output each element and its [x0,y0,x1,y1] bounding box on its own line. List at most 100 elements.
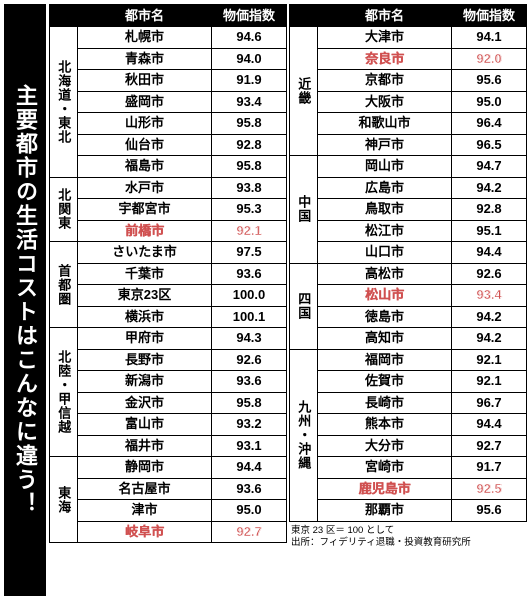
page-title: 主要都市の生活コストはこんなに違う！ [4,4,46,596]
table-row: 横浜市100.1 [50,306,287,328]
table-row: 中国岡山市94.7 [290,156,527,178]
value-cell: 95.8 [212,113,287,135]
city-cell: 千葉市 [78,263,212,285]
city-cell: 仙台市 [78,134,212,156]
footnote-line2: 出所：フィデリティ退職・投資教育研究所 [291,537,525,550]
value-cell: 94.2 [452,306,527,328]
value-cell: 100.0 [212,285,287,307]
value-cell: 94.0 [212,48,287,70]
city-cell: 宮崎市 [318,457,452,479]
footnote: 東京 23 区＝ 100 として 出所：フィデリティ退職・投資教育研究所 [289,522,527,551]
table-row: 山口市94.4 [290,242,527,264]
header-blank [50,5,78,27]
table-row: 松山市93.4 [290,285,527,307]
tables-container: 都市名 物価指数 北海道・東北札幌市94.6青森市94.0秋田市91.9盛岡市9… [46,4,527,596]
city-cell: 奈良市 [318,48,452,70]
value-cell: 94.3 [212,328,287,350]
table-row: 大分市92.7 [290,435,527,457]
table-row: 奈良市92.0 [290,48,527,70]
table-row: 福島市95.8 [50,156,287,178]
value-cell: 94.6 [212,27,287,49]
value-cell: 94.4 [452,414,527,436]
value-cell: 93.8 [212,177,287,199]
value-cell: 91.7 [452,457,527,479]
value-cell: 92.6 [452,263,527,285]
table-row: 東京23区100.0 [50,285,287,307]
city-cell: 前橋市 [78,220,212,242]
city-cell: 長崎市 [318,392,452,414]
city-cell: 熊本市 [318,414,452,436]
value-cell: 96.4 [452,113,527,135]
value-cell: 93.6 [212,263,287,285]
table-row: 千葉市93.6 [50,263,287,285]
value-cell: 92.8 [212,134,287,156]
table-row: 和歌山市96.4 [290,113,527,135]
table-row: 近畿大津市94.1 [290,27,527,49]
value-cell: 94.7 [452,156,527,178]
city-cell: 那覇市 [318,500,452,522]
table-row: 東海静岡市94.4 [50,457,287,479]
value-cell: 92.8 [452,199,527,221]
value-cell: 95.6 [452,500,527,522]
table-row: 北海道・東北札幌市94.6 [50,27,287,49]
value-cell: 92.1 [452,371,527,393]
value-cell: 92.1 [452,349,527,371]
city-cell: 大分市 [318,435,452,457]
value-cell: 96.7 [452,392,527,414]
table-row: 京都市95.6 [290,70,527,92]
city-cell: 大津市 [318,27,452,49]
region-cell: 東海 [50,457,78,543]
table-row: 宮崎市91.7 [290,457,527,479]
region-cell: 北陸・甲信越 [50,328,78,457]
region-cell: 首都圏 [50,242,78,328]
value-cell: 95.6 [452,70,527,92]
table-row: 金沢市95.8 [50,392,287,414]
table-row: 前橋市92.1 [50,220,287,242]
value-cell: 94.2 [452,177,527,199]
table-row: 山形市95.8 [50,113,287,135]
value-cell: 93.4 [212,91,287,113]
table-row: 長野市92.6 [50,349,287,371]
region-cell: 中国 [290,156,318,264]
value-cell: 95.0 [212,500,287,522]
table-row: 大阪市95.0 [290,91,527,113]
city-cell: 岐阜市 [78,521,212,543]
table-row: 佐賀市92.1 [290,371,527,393]
table-row: 新潟市93.6 [50,371,287,393]
city-cell: 静岡市 [78,457,212,479]
value-cell: 95.3 [212,199,287,221]
value-cell: 94.4 [452,242,527,264]
city-cell: 盛岡市 [78,91,212,113]
table-row: 岐阜市92.7 [50,521,287,543]
header-blank [290,5,318,27]
value-cell: 93.4 [452,285,527,307]
value-cell: 94.1 [452,27,527,49]
value-cell: 95.8 [212,392,287,414]
table-row: 松江市95.1 [290,220,527,242]
table-header-row: 都市名 物価指数 [290,5,527,27]
value-cell: 96.5 [452,134,527,156]
city-cell: 津市 [78,500,212,522]
value-cell: 92.1 [212,220,287,242]
header-city: 都市名 [318,5,452,27]
city-cell: 佐賀市 [318,371,452,393]
table-row: 那覇市95.6 [290,500,527,522]
city-cell: 金沢市 [78,392,212,414]
value-cell: 97.5 [212,242,287,264]
city-cell: 高松市 [318,263,452,285]
city-cell: 横浜市 [78,306,212,328]
value-cell: 93.6 [212,478,287,500]
table-row: 徳島市94.2 [290,306,527,328]
left-column: 都市名 物価指数 北海道・東北札幌市94.6青森市94.0秋田市91.9盛岡市9… [49,4,287,596]
value-cell: 92.5 [452,478,527,500]
table-row: 盛岡市93.4 [50,91,287,113]
value-cell: 94.4 [212,457,287,479]
table-row: 長崎市96.7 [290,392,527,414]
region-cell: 北関東 [50,177,78,242]
city-cell: 水戸市 [78,177,212,199]
city-cell: 長野市 [78,349,212,371]
city-cell: 広島市 [318,177,452,199]
city-cell: 秋田市 [78,70,212,92]
table-row: 名古屋市93.6 [50,478,287,500]
value-cell: 93.6 [212,371,287,393]
